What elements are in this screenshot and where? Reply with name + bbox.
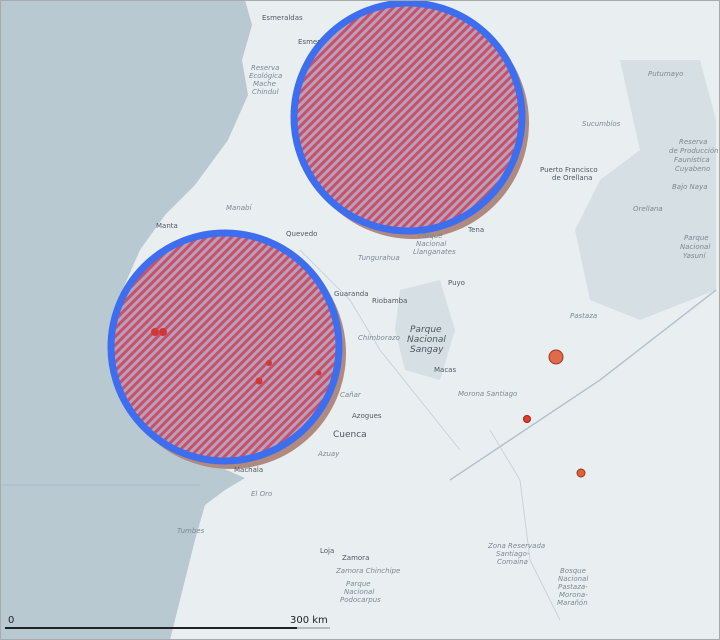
place-label: Yasuní bbox=[683, 252, 706, 260]
place-label: Tungurahua bbox=[358, 254, 400, 262]
place-label: Chimborazo bbox=[358, 334, 400, 342]
marker bbox=[255, 377, 263, 385]
scale-label: 300 km bbox=[290, 615, 328, 626]
place-label: El Oro bbox=[251, 490, 272, 498]
place-label: Morona Santiago bbox=[458, 390, 517, 398]
place-label: Esmer bbox=[298, 38, 320, 46]
place-label: Cuyabeno bbox=[675, 165, 710, 173]
place-label: Comaina bbox=[497, 558, 528, 566]
place-label: Cuenca bbox=[333, 430, 367, 440]
place-label: Zona Reservada bbox=[487, 542, 545, 550]
place-label: Bajo Naya bbox=[672, 183, 708, 191]
place-label: Ecológica bbox=[249, 72, 282, 80]
place-label: Azuay bbox=[317, 450, 340, 458]
park-area bbox=[395, 280, 455, 380]
place-label: Zamora Chinchipe bbox=[335, 567, 400, 575]
place-label: Nacional bbox=[416, 240, 446, 248]
place-label: Tumbes bbox=[177, 527, 205, 535]
marker bbox=[548, 349, 564, 365]
place-label: Parque bbox=[346, 580, 371, 588]
place-label: Loja bbox=[320, 547, 334, 555]
place-label: Nacional bbox=[344, 588, 374, 596]
place-label: Guaranda bbox=[334, 290, 369, 298]
place-label: Parque bbox=[684, 234, 709, 242]
place-label: Manta bbox=[156, 222, 178, 230]
scale-label: 0 bbox=[8, 615, 14, 626]
place-label: Pastaza- bbox=[558, 583, 588, 591]
place-label: Cañar bbox=[340, 391, 362, 399]
place-label: Reserva bbox=[251, 64, 279, 72]
marker bbox=[523, 415, 531, 423]
place-label: Tena bbox=[467, 226, 484, 234]
place-label: Sangay bbox=[410, 345, 444, 355]
place-label: Pastaza bbox=[570, 312, 597, 320]
place-label: Puyo bbox=[448, 279, 465, 287]
place-label: Bosque bbox=[560, 567, 586, 575]
river bbox=[489, 429, 561, 621]
area-circle bbox=[107, 229, 343, 465]
place-label: de Orellana bbox=[552, 174, 592, 182]
place-label: Orellana bbox=[633, 205, 663, 213]
place-label: Zamora bbox=[342, 554, 369, 562]
place-label: Mache bbox=[253, 80, 276, 88]
place-label: Morona- bbox=[559, 591, 588, 599]
place-label: Chindul bbox=[252, 88, 279, 96]
marker bbox=[151, 328, 159, 336]
area-circle bbox=[290, 0, 526, 235]
marker bbox=[316, 370, 322, 376]
river bbox=[299, 249, 461, 451]
place-label: Marañón bbox=[557, 599, 588, 607]
place-label: Nacional bbox=[558, 575, 588, 583]
marker bbox=[576, 468, 586, 478]
ocean bbox=[0, 0, 252, 640]
place-label: Parque bbox=[410, 325, 442, 335]
place-label: Puerto Francisco bbox=[540, 166, 598, 174]
place-label: Macas bbox=[434, 366, 456, 374]
marker bbox=[159, 328, 167, 336]
place-label: Reserva bbox=[679, 138, 707, 146]
place-label: Sucumbíos bbox=[582, 120, 621, 128]
place-label: Santiago- bbox=[496, 550, 530, 558]
place-label: Azogues bbox=[352, 412, 382, 420]
place-label: Nacional bbox=[407, 335, 446, 345]
park-area bbox=[575, 60, 716, 320]
place-label: Riobamba bbox=[372, 297, 407, 305]
place-label: Putumayo bbox=[648, 70, 683, 78]
place-label: Nacional bbox=[680, 243, 710, 251]
place-label: Esmeraldas bbox=[262, 14, 303, 22]
place-label: Faunística bbox=[674, 156, 710, 164]
place-label: de Producción bbox=[669, 147, 719, 155]
place-label: Llanganates bbox=[413, 248, 456, 256]
place-label: Manabí bbox=[226, 204, 252, 212]
labels: Esmeraldas Esmer Reserva Ecológica Mache… bbox=[156, 14, 719, 607]
marker bbox=[266, 360, 272, 366]
place-label: Quevedo bbox=[286, 230, 317, 238]
place-label: Machala bbox=[234, 466, 263, 474]
place-label: Parque bbox=[418, 232, 443, 240]
place-label: Podocarpus bbox=[340, 596, 381, 604]
